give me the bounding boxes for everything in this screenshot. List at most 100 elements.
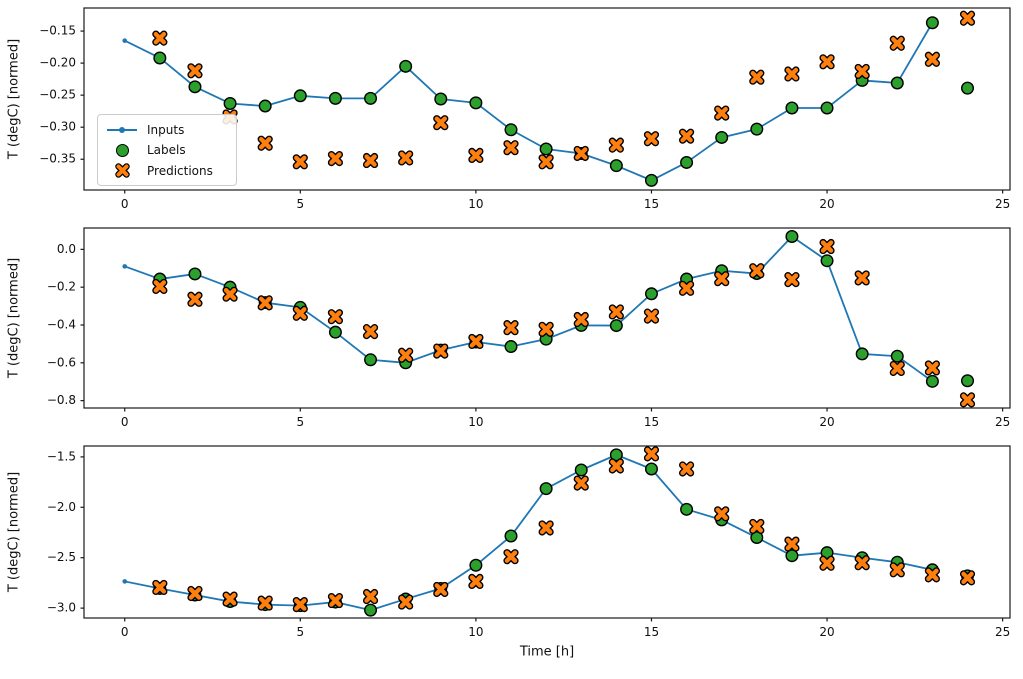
inputs-line bbox=[124, 22, 934, 182]
y-axis-label-subplot-2: T (degC) [normed] bbox=[6, 257, 22, 379]
predictions-marker bbox=[399, 349, 412, 362]
labels-marker bbox=[223, 96, 237, 110]
predictions-marker bbox=[855, 271, 869, 285]
predictions-marker bbox=[926, 53, 939, 66]
labels-marker bbox=[785, 549, 799, 563]
predictions-marker bbox=[188, 293, 202, 306]
predictions-marker bbox=[399, 151, 412, 165]
inputs-line bbox=[124, 453, 933, 612]
predictions-marker bbox=[785, 67, 799, 81]
predictions-marker bbox=[961, 571, 974, 585]
predictions-marker bbox=[680, 129, 693, 143]
predictions-marker bbox=[926, 568, 939, 582]
predictions-marker bbox=[645, 132, 658, 145]
predictions-x-icon bbox=[106, 163, 138, 178]
legend-item-inputs: Inputs bbox=[106, 120, 228, 139]
predictions-marker bbox=[258, 296, 272, 310]
labels-marker bbox=[504, 529, 518, 543]
predictions-marker bbox=[785, 537, 799, 551]
labels-marker bbox=[961, 374, 975, 388]
x-tick-label: 5 bbox=[296, 197, 304, 211]
predictions-marker bbox=[610, 305, 623, 319]
x-tick-label: 25 bbox=[995, 625, 1010, 639]
labels-marker bbox=[855, 347, 869, 361]
predictions-marker bbox=[294, 598, 307, 611]
x-tick-label: 15 bbox=[644, 197, 659, 211]
labels-marker bbox=[364, 91, 378, 105]
predictions-marker bbox=[855, 556, 869, 569]
y-tick-label: −0.8 bbox=[47, 393, 76, 407]
labels-marker bbox=[925, 374, 939, 388]
legend-item-labels: Labels bbox=[106, 141, 228, 160]
subplot-2: 0 5 10 15 20 25 0.0 −0.2 −0.4 −0.6 −0.8 bbox=[47, 227, 1011, 429]
predictions-marker bbox=[750, 71, 764, 84]
predictions-marker bbox=[891, 362, 904, 375]
predictions-marker bbox=[329, 152, 342, 165]
predictions-marker bbox=[364, 590, 377, 603]
labels-marker bbox=[890, 76, 904, 90]
predictions-marker bbox=[188, 64, 202, 78]
labels-marker bbox=[750, 531, 764, 545]
labels-marker bbox=[153, 51, 167, 65]
x-tick-label: 0 bbox=[121, 415, 129, 429]
predictions-marker bbox=[891, 563, 904, 577]
y-tick-label: −0.4 bbox=[47, 317, 76, 331]
predictions-marker bbox=[715, 106, 728, 120]
labels-marker bbox=[469, 96, 483, 110]
x-tick-label: 25 bbox=[995, 415, 1010, 429]
predictions-marker bbox=[364, 325, 377, 338]
labels-marker bbox=[539, 482, 553, 496]
predictions-marker bbox=[434, 344, 447, 358]
predictions-marker bbox=[610, 138, 623, 152]
x-tick-label: 20 bbox=[819, 415, 834, 429]
labels-circle-icon bbox=[106, 143, 138, 157]
predictions-marker bbox=[153, 31, 167, 45]
x-tick-label: 10 bbox=[468, 415, 483, 429]
labels-marker bbox=[188, 80, 202, 94]
y-tick-label: −0.25 bbox=[39, 88, 76, 102]
labels-marker bbox=[680, 502, 694, 516]
labels-marker bbox=[820, 101, 834, 115]
predictions-marker bbox=[961, 12, 974, 25]
inputs-line bbox=[124, 235, 933, 383]
inputs-line-icon bbox=[106, 123, 138, 137]
labels-marker bbox=[961, 81, 975, 95]
predictions-marker bbox=[645, 447, 658, 461]
predictions-marker bbox=[750, 520, 764, 533]
x-tick-label: 15 bbox=[644, 415, 659, 429]
labels-marker bbox=[644, 287, 658, 301]
labels-marker bbox=[644, 462, 658, 476]
predictions-marker bbox=[575, 147, 588, 160]
labels-marker bbox=[258, 99, 272, 113]
predictions-marker bbox=[469, 575, 483, 588]
x-tick-label: 10 bbox=[468, 197, 483, 211]
y-tick-label: −0.15 bbox=[39, 24, 76, 38]
predictions-marker bbox=[820, 55, 834, 69]
predictions-marker bbox=[258, 137, 272, 150]
y-tick-label: −1.5 bbox=[47, 449, 76, 463]
axes-frame bbox=[83, 7, 1011, 191]
labels-marker bbox=[504, 123, 518, 137]
predictions-marker bbox=[258, 596, 272, 610]
y-tick-label: −0.6 bbox=[47, 355, 76, 369]
labels-marker bbox=[890, 349, 904, 363]
predictions-marker bbox=[469, 149, 483, 162]
x-tick-label: 20 bbox=[819, 197, 834, 211]
axes-frame bbox=[83, 445, 1011, 619]
labels-marker bbox=[399, 59, 413, 73]
labels-marker bbox=[820, 254, 834, 268]
y-tick-label: −2.5 bbox=[47, 550, 76, 564]
legend-label-predictions: Predictions bbox=[147, 163, 213, 178]
legend-item-predictions: Predictions bbox=[106, 161, 228, 180]
y-tick-label: −0.30 bbox=[39, 120, 76, 134]
x-tick-label: 5 bbox=[296, 625, 304, 639]
predictions-marker bbox=[399, 595, 412, 609]
predictions-marker bbox=[926, 361, 939, 375]
predictions-marker bbox=[223, 592, 237, 606]
predictions-marker bbox=[539, 323, 553, 336]
predictions-marker bbox=[329, 310, 342, 323]
predictions-marker bbox=[294, 155, 307, 169]
predictions-marker bbox=[434, 116, 447, 129]
